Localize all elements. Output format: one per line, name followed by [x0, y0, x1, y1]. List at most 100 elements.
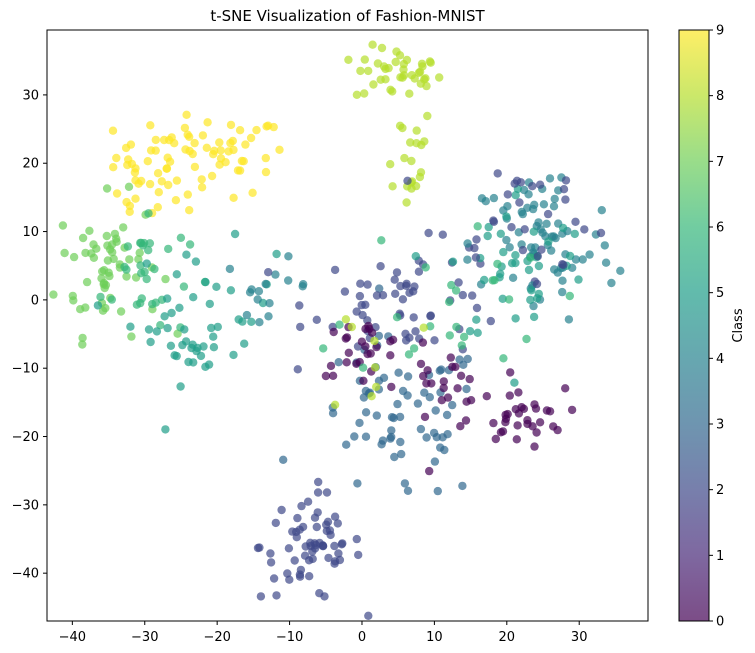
scatter-point: [341, 334, 350, 343]
scatter-point: [458, 481, 467, 491]
scatter-point: [136, 261, 145, 270]
scatter-point: [545, 174, 555, 183]
scatter-point: [403, 391, 412, 400]
scatter-point: [535, 180, 545, 189]
scatter-point: [535, 418, 545, 427]
scatter-point: [493, 259, 502, 269]
scatter-point: [263, 121, 273, 130]
scatter-point: [176, 233, 186, 242]
scatter-point: [372, 382, 381, 392]
scatter-point: [96, 292, 105, 302]
scatter-point: [532, 279, 542, 289]
scatter-point: [514, 409, 524, 418]
scatter-point: [207, 323, 216, 333]
scatter-point: [416, 424, 426, 434]
scatter-point: [234, 315, 243, 324]
scatter-point: [143, 157, 152, 166]
scatter-point: [369, 80, 378, 89]
scatter-point: [180, 325, 189, 334]
scatter-point: [189, 293, 198, 302]
scatter-point: [508, 273, 518, 282]
scatter-point: [146, 121, 155, 130]
scatter-point: [306, 538, 315, 547]
scatter-point: [145, 239, 155, 248]
scatter-point: [387, 382, 396, 392]
scatter-point: [203, 118, 212, 127]
scatter-point: [511, 191, 520, 200]
scatter-point: [308, 547, 317, 556]
scatter-point: [364, 321, 373, 331]
scatter-point: [564, 315, 574, 324]
scatter-point: [526, 295, 535, 305]
scatter-point: [456, 422, 465, 431]
scatter-point: [528, 182, 537, 191]
scatter-point: [163, 153, 172, 162]
scatter-point: [388, 335, 398, 344]
scatter-point: [404, 350, 414, 359]
scatter-point: [386, 351, 395, 360]
scatter-point: [272, 591, 281, 600]
scatter-point: [344, 55, 353, 64]
scatter-point: [253, 295, 262, 304]
scatter-point: [112, 189, 122, 198]
scatter-point: [570, 229, 579, 239]
scatter-point: [356, 66, 365, 76]
scatter-point: [379, 373, 389, 382]
scatter-point: [443, 393, 453, 402]
scatter-point: [185, 240, 195, 249]
scatter-point: [142, 274, 151, 284]
scatter-point: [405, 89, 414, 98]
scatter-point: [375, 284, 384, 293]
scatter-point: [403, 176, 412, 185]
scatter-point: [489, 193, 499, 203]
scatter-point: [190, 138, 199, 148]
scatter-point: [381, 64, 390, 74]
scatter-point: [229, 350, 238, 360]
colorbar-tick-label: 3: [716, 418, 724, 433]
scatter-point: [109, 163, 118, 172]
scatter-point: [528, 422, 537, 431]
scatter-point: [481, 197, 490, 206]
scatter-point: [453, 384, 462, 393]
scatter-point: [448, 400, 457, 410]
scatter-point: [49, 290, 58, 299]
scatter-point: [580, 225, 589, 234]
colorbar-tick-label: 9: [716, 24, 724, 39]
scatter-point: [76, 305, 85, 314]
scatter-point: [503, 190, 512, 199]
scatter-point: [445, 297, 454, 307]
scatter-point: [409, 344, 419, 353]
scatter-point: [472, 235, 481, 244]
scatter-point: [390, 452, 399, 462]
scatter-point: [101, 280, 111, 290]
scatter-point: [422, 433, 431, 442]
scatter-point: [151, 135, 160, 145]
scatter-point: [454, 278, 463, 287]
scatter-point: [421, 74, 430, 83]
scatter-point: [330, 265, 340, 275]
scatter-point: [526, 253, 535, 262]
scatter-point: [401, 329, 410, 338]
scatter-point: [172, 270, 181, 279]
scatter-point: [370, 363, 380, 372]
scatter-point: [333, 519, 342, 528]
scatter-point: [235, 126, 245, 135]
scatter-point: [98, 267, 107, 276]
scatter-point: [515, 198, 524, 207]
scatter-point: [412, 126, 421, 135]
scatter-point: [335, 555, 345, 565]
scatter-point: [275, 145, 284, 154]
x-tick-label: 0: [358, 630, 366, 645]
scatter-point: [156, 321, 165, 330]
scatter-point: [502, 212, 511, 221]
scatter-point: [233, 166, 243, 175]
scatter-point: [510, 378, 519, 387]
scatter-point: [284, 544, 294, 553]
scatter-point: [387, 432, 396, 442]
scatter-point: [329, 327, 338, 337]
scatter-point: [482, 392, 491, 401]
scatter-point: [549, 202, 559, 211]
scatter-point: [315, 538, 324, 548]
scatter-point: [372, 291, 382, 300]
